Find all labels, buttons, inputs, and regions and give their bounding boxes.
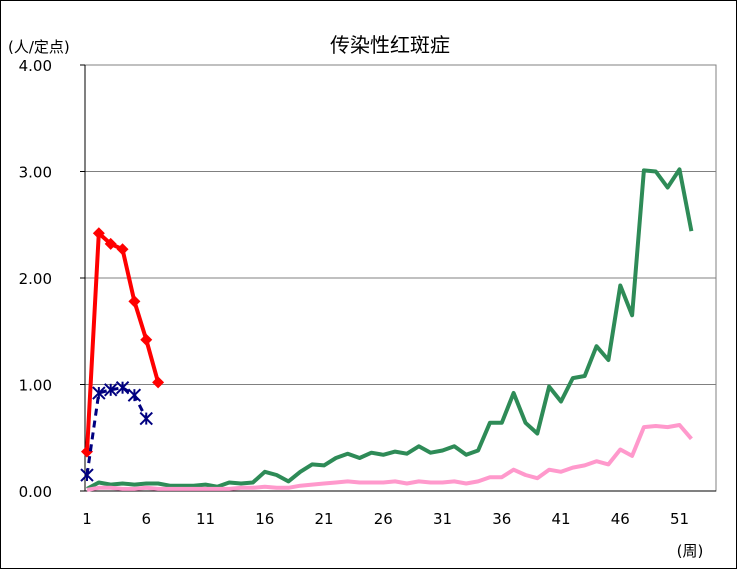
series-3-point bbox=[92, 386, 106, 400]
x-tick-label: 36 bbox=[492, 510, 511, 528]
series-2-point bbox=[116, 243, 129, 256]
x-tick-label: 51 bbox=[670, 510, 689, 528]
x-axis-unit-label: (周) bbox=[677, 542, 704, 560]
series-2-point bbox=[92, 227, 105, 240]
series-2-point bbox=[128, 295, 141, 308]
x-tick-label: 26 bbox=[374, 510, 393, 528]
series-3-point bbox=[139, 411, 153, 426]
y-tick-label: 1.00 bbox=[19, 377, 52, 395]
x-tick-label: 46 bbox=[611, 510, 630, 528]
x-tick-label: 31 bbox=[433, 510, 452, 528]
y-axis-unit-label: (人/定点) bbox=[8, 38, 70, 56]
y-tick-label: 0.00 bbox=[19, 483, 52, 501]
series-line-3 bbox=[85, 386, 148, 476]
series-line-0 bbox=[86, 167, 694, 491]
series-3-point bbox=[127, 388, 142, 402]
y-tick-label: 4.00 bbox=[19, 57, 52, 75]
x-tick-label: 21 bbox=[314, 510, 333, 528]
x-tick-label: 16 bbox=[255, 510, 274, 528]
chart-title: 传染性红斑症 bbox=[330, 33, 450, 57]
series-2-point bbox=[152, 376, 165, 389]
x-tick-label: 6 bbox=[141, 510, 151, 528]
x-tick-label: 11 bbox=[196, 510, 215, 528]
series-3-point bbox=[115, 380, 130, 395]
x-tick-label: 41 bbox=[551, 510, 570, 528]
y-tick-label: 3.00 bbox=[19, 164, 52, 182]
y-tick-label: 2.00 bbox=[19, 270, 52, 288]
plot-area: 0.001.002.003.004.001 6 11 16 21 26 31 36 41 46 51 bbox=[19, 57, 717, 528]
x-tick-label: 1 bbox=[82, 510, 92, 528]
series-line-1 bbox=[86, 423, 693, 492]
series-3-point bbox=[103, 383, 118, 397]
series-3-point bbox=[80, 468, 94, 482]
series-2-point bbox=[140, 333, 153, 346]
series-2-point bbox=[104, 237, 117, 250]
